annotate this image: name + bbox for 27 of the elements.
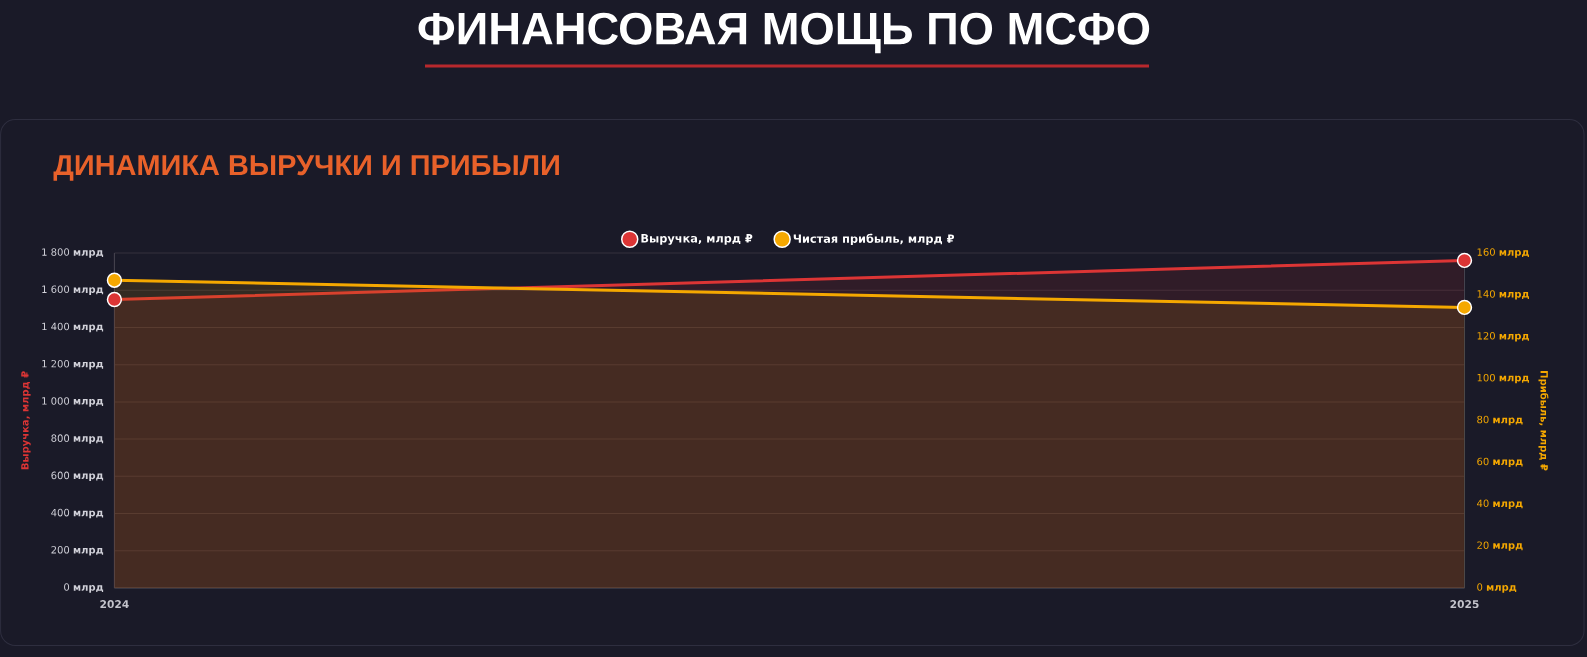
y-tick-label: 1 800 млрд [42,248,104,258]
y-tick-label: 1 400 млрд [42,322,104,333]
y2-tick-label: 60 млрд [1477,457,1523,468]
y-tick-label: 600 млрд [51,471,104,482]
x-tick-label: 2025 [1450,600,1479,609]
y-tick-label: 1 000 млрд [42,397,104,407]
y2-tick-label: 120 млрд [1477,332,1529,342]
y2-tick-label: 20 млрд [1477,541,1523,551]
y2-tick-label: 0 млрд [1477,583,1517,593]
y2-tick-label: 40 млрд [1477,499,1523,509]
chart-subtitle: ДИНАМИКА ВЫРУЧКИ И ПРИБЫЛИ [53,155,559,181]
y2-tick-label: 160 млрд [1477,248,1529,258]
y-axis-title: Выручка, млрд ₽ [21,371,31,470]
y-tick-label: 1 200 млрд [42,359,104,370]
y-tick-label: 0 млрд [64,583,104,593]
y-tick-label: 200 млрд [51,546,104,556]
chart-title: ФИНАНСОВАЯ МОЩЬ ПО МСФО [418,12,1150,54]
y2-tick-label: 100 млрд [1477,373,1529,384]
legend-label: Выручка, млрд ₽ [641,234,753,245]
x-tick-label: 2024 [100,600,129,609]
y2-tick-label: 140 млрд [1477,290,1529,300]
y-tick-label: 400 млрд [51,508,104,519]
y2-tick-label: 80 млрд [1477,415,1523,426]
y-tick-label: 1 600 млрд [42,285,104,295]
y2-axis-title: Прибыль, млрд ₽ [1538,371,1549,471]
legend-label: Чистая прибыль, млрд ₽ [793,233,955,246]
y-tick-label: 800 млрд [51,434,104,444]
